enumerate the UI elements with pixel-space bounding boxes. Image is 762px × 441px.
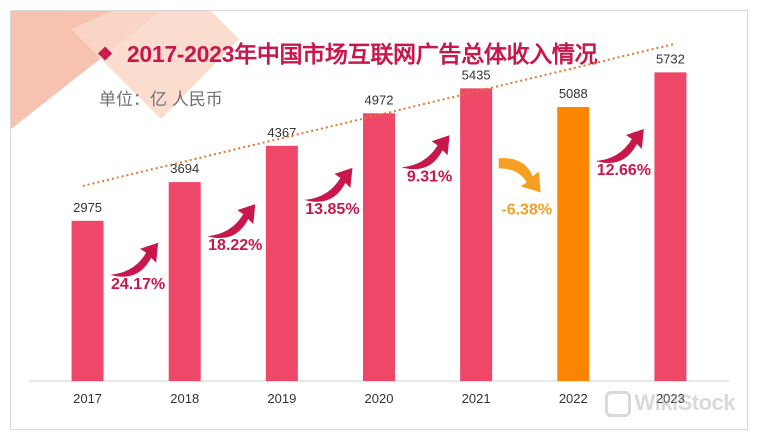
watermark: WikiStock: [604, 390, 736, 417]
growth-arrow-down-icon-2022: [498, 158, 541, 193]
value-label-2019: 4367: [267, 125, 296, 140]
x-tick-label-2018: 2018: [170, 391, 199, 406]
bar-2018: [168, 182, 201, 381]
value-label-2021: 5435: [462, 67, 491, 82]
x-tick-label-2019: 2019: [267, 391, 296, 406]
trend-line: [82, 42, 676, 187]
growth-rate-label-2019: 18.22%: [208, 237, 262, 254]
chart-title: ❖ 2017-2023年中国市场互联网广告总体收入情况: [97, 35, 598, 69]
value-label-2020: 4972: [365, 92, 394, 107]
decorative-corner-shapes: [11, 11, 239, 129]
growth-arrow-up-icon-2020: [304, 167, 353, 202]
growth-rate-label-2021: 9.31%: [407, 168, 452, 185]
watermark-text: WikiStock: [634, 390, 736, 415]
growth-rate-label-2022: -6.38%: [501, 201, 552, 218]
x-tick-label-2022: 2022: [559, 391, 588, 406]
growth-arrow-up-icon-2019: [207, 204, 256, 239]
bar-2022: [557, 107, 590, 382]
bar-2020: [363, 113, 395, 382]
watermark-logo-icon: [604, 391, 631, 417]
bar-2019: [265, 145, 298, 381]
growth-rate-label-2018: 24.17%: [111, 276, 165, 293]
bar-2021: [460, 88, 493, 381]
value-label-2017: 2975: [73, 200, 102, 215]
growth-rate-label-2023: 12.66%: [597, 162, 651, 179]
growth-rate-label-2020: 13.85%: [305, 201, 359, 218]
decorative-diamond: [71, 11, 239, 119]
x-tick-label-2020: 2020: [365, 391, 394, 406]
title-bullet-icon: ❖: [97, 44, 113, 64]
value-label-2023: 5732: [656, 51, 685, 66]
value-label-2022: 5088: [559, 86, 588, 101]
x-tick-label-2017: 2017: [73, 391, 102, 406]
chart-frame: ❖ 2017-2023年中国市场互联网广告总体收入情况 单位：亿 人民币 2975…: [10, 10, 748, 430]
x-tick-label-2023: 2023: [656, 391, 685, 406]
x-tick-label-2021: 2021: [462, 391, 491, 406]
bar-2023: [654, 72, 687, 381]
unit-label: 单位：亿 人民币: [99, 90, 223, 109]
growth-arrow-up-icon-2018: [110, 242, 159, 277]
value-label-2018: 3694: [170, 161, 199, 176]
growth-arrow-up-icon-2021: [401, 135, 450, 170]
bar-chart: 2975 2017 3694 2018 4367 2019 4972 2020 5435 2021…: [29, 42, 729, 406]
growth-arrow-up-icon-2023: [595, 129, 644, 163]
chart-title-text: 2017-2023年中国市场互联网广告总体收入情况: [126, 41, 598, 67]
bar-2017: [71, 220, 104, 381]
